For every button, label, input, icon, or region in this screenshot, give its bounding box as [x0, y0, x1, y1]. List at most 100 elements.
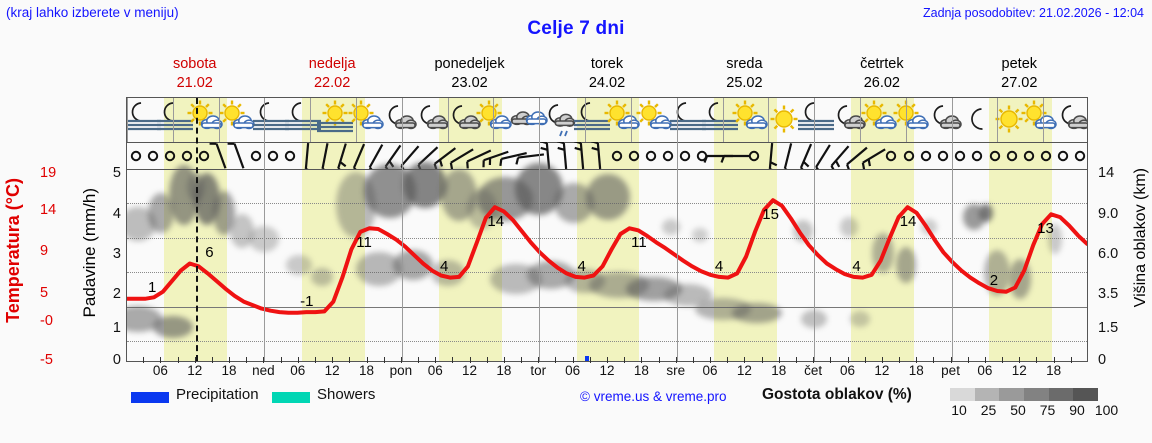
wind-barb	[476, 142, 516, 169]
x-axis-labels: 06 12 18 ned 06 12 18 pon 06 12 18 tor 06 12 18 sre 06 12…	[126, 357, 1088, 381]
wind-barb-row	[127, 140, 1087, 174]
calm-wind-symbol	[614, 142, 654, 169]
x-axis-tick	[177, 357, 179, 363]
x-axis-label: pet	[941, 363, 960, 378]
x-axis-label: pon	[389, 363, 413, 378]
copyright-link[interactable]: © vreme.us & vreme.pro	[580, 389, 727, 404]
x-axis-label: 18	[633, 363, 649, 378]
daylight-band	[439, 98, 503, 361]
calm-wind-symbol	[236, 142, 276, 169]
gridline	[127, 341, 1087, 343]
cloud-height-axis-title: Višina oblakov (km)	[1132, 168, 1149, 308]
calm-wind-symbol	[127, 142, 156, 169]
x-axis-label: 06	[702, 363, 718, 378]
x-axis-tick	[984, 357, 986, 363]
calm-wind-symbol	[184, 142, 224, 169]
moon-fog-icon	[127, 99, 163, 141]
day-name: ponedeljek	[434, 56, 505, 72]
x-axis-tick	[332, 357, 334, 363]
x-axis-tick	[864, 357, 866, 363]
x-axis-tick	[847, 357, 849, 363]
cloud-blob	[625, 277, 682, 301]
moon-fog-icon	[796, 99, 836, 141]
precipitation-tick: 5	[112, 165, 121, 181]
cloud-density-scale-labels: 10 25 50 75 90 100	[940, 402, 1118, 420]
x-axis-label: 06	[839, 363, 856, 378]
forecast-plot: 1 6 -1 11 4 14 4 11 4 15 4 14 2 13	[126, 97, 1088, 362]
icon-cell-separator	[493, 98, 495, 142]
calm-wind-symbol	[734, 142, 774, 169]
daylight-band	[851, 98, 915, 361]
temperature-tick: -0	[40, 313, 53, 329]
calm-wind-symbol	[167, 142, 207, 169]
sun-cloud-icon	[219, 99, 259, 141]
icon-cell-separator	[172, 98, 174, 142]
precipitation-legend-swatch	[131, 392, 169, 403]
x-axis-tick	[314, 357, 316, 363]
cloud-icon	[508, 99, 548, 141]
cloud-blob	[731, 303, 782, 323]
x-axis-tick	[435, 357, 437, 363]
day-name: torek	[590, 56, 624, 72]
x-axis-tick	[830, 357, 832, 363]
calm-wind-symbol	[957, 142, 997, 169]
icon-cell-separator	[127, 98, 128, 142]
x-axis-label: tor	[530, 363, 547, 378]
temperature-label: 14	[487, 213, 505, 231]
day-date: 22.02	[313, 75, 351, 91]
cloud-density-swatch	[950, 388, 975, 401]
day-separator	[539, 98, 541, 361]
calm-wind-symbol	[1009, 142, 1049, 169]
cloud-height-tick: 3.5	[1098, 286, 1119, 302]
x-axis-tick	[246, 357, 248, 363]
moon-cloud-icon	[1053, 99, 1087, 141]
cloud-density-tick: 90	[1069, 402, 1085, 418]
icon-cell-separator	[585, 98, 587, 142]
temperature-tick: 5	[40, 285, 49, 301]
calm-wind-symbol	[940, 142, 980, 169]
x-axis-tick	[521, 357, 523, 363]
x-axis-tick	[555, 357, 557, 363]
wind-barb	[442, 142, 482, 170]
x-axis-tick	[692, 357, 694, 363]
location-menu-note[interactable]: (kraj lahko izberete v meniju)	[6, 5, 179, 20]
x-axis-tick	[761, 357, 763, 363]
cloud-blob	[586, 174, 630, 220]
x-axis-tick	[418, 357, 420, 363]
wind-barb	[717, 142, 757, 169]
x-axis-tick	[967, 357, 969, 363]
x-axis-tick	[538, 357, 540, 363]
x-axis-tick	[1070, 357, 1072, 363]
wind-barb	[459, 142, 499, 169]
day-date: 21.02	[176, 75, 213, 91]
icon-cell-separator	[356, 98, 358, 142]
calm-wind-symbol	[1060, 142, 1087, 169]
sun-cloud-icon	[476, 99, 516, 141]
moon-cloud-icon	[380, 99, 420, 141]
icon-cell-separator	[997, 98, 999, 142]
x-axis-label: 18	[1046, 363, 1062, 378]
day-separator	[951, 98, 953, 361]
moon-rain-icon	[540, 99, 580, 141]
day-header-torek: torek 24.02	[538, 55, 675, 93]
day-header-petek: petek 27.02	[951, 55, 1088, 93]
x-axis-tick	[1019, 357, 1021, 363]
x-axis-tick	[641, 357, 643, 363]
temperature-label: 2	[989, 271, 999, 289]
calm-wind-symbol	[597, 142, 637, 169]
sun-icon	[989, 99, 1029, 141]
cloud-height-tick: 1.5	[1098, 320, 1119, 336]
cloud-blob	[895, 247, 916, 283]
day-date: 27.02	[1001, 75, 1038, 91]
x-axis-tick	[744, 357, 746, 363]
temperature-label: 6	[205, 243, 214, 261]
moon-cloud-icon	[412, 99, 452, 141]
cloud-blob	[441, 169, 478, 221]
moon-cloud-icon	[829, 99, 869, 141]
wind-row-divider	[127, 169, 1087, 170]
temperature-tick: 14	[40, 202, 57, 218]
sun-cloud-icon	[604, 99, 644, 141]
icon-cell-separator	[722, 98, 724, 142]
x-axis-tick	[160, 357, 162, 363]
x-axis-label: 18	[771, 363, 787, 378]
